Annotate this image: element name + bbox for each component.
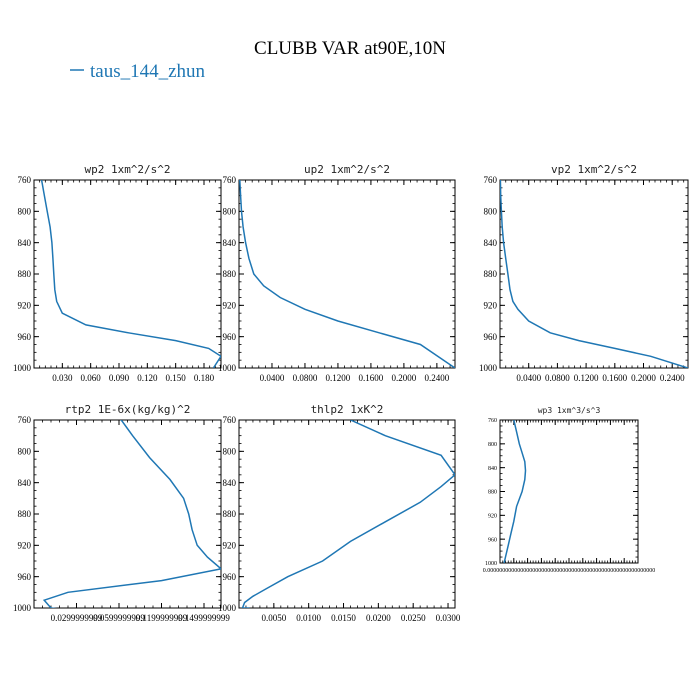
x-tick-label: 0.0400: [260, 373, 285, 383]
x-tick-label: 0.120: [137, 373, 158, 383]
x-tick-label: 0.2400: [424, 373, 449, 383]
series-line: [500, 180, 688, 368]
y-tick-label: 760: [18, 175, 32, 185]
x-tick-label: 0.1200: [326, 373, 351, 383]
y-tick-label: 920: [488, 513, 497, 519]
x-tick-label: 0.0800: [293, 373, 318, 383]
series-line: [503, 420, 527, 563]
panel-4: rtp2 1E-6x(kg/kg)^2 760 800 840 880 920 960 100…: [13, 403, 230, 623]
x-tick-label: 0.1600: [602, 373, 627, 383]
plot-frame: [238, 179, 456, 369]
y-tick-label: 920: [484, 300, 498, 310]
y-tick-label: 800: [18, 206, 32, 216]
y-tick-label: 960: [18, 572, 32, 582]
plot-frame: [499, 179, 689, 369]
x-tick-label: 0.0200: [366, 613, 391, 623]
panel-3: vp2 1xm^2/s^2 760 800 840 880 920 960 1000 0.040…: [479, 163, 689, 383]
figure-title: CLUBB VAR at90E,10N: [254, 38, 446, 59]
x-tick-label: 0.180: [194, 373, 215, 383]
y-tick-label: 1000: [479, 363, 498, 373]
y-tick-label: 760: [223, 415, 237, 425]
x-tick-label: 0.030: [52, 373, 73, 383]
y-tick-label: 1000: [13, 603, 32, 613]
x-tick-label: 0.1499999999: [178, 613, 230, 623]
y-tick-label: 1000: [13, 363, 32, 373]
y-tick-label: 920: [223, 300, 237, 310]
y-tick-label: 920: [223, 540, 237, 550]
panel-title: vp2 1xm^2/s^2: [551, 163, 637, 176]
y-tick-label: 800: [488, 442, 497, 448]
x-tick-label: 0.0299999999: [51, 613, 103, 623]
y-tick-label: 1000: [218, 363, 237, 373]
y-tick-label: 840: [223, 478, 237, 488]
plot-frame: [33, 419, 222, 609]
x-tick-label: 0.090: [109, 373, 130, 383]
x-tick-label: 0.060: [81, 373, 102, 383]
y-tick-label: 840: [18, 238, 32, 248]
y-tick-label: 760: [484, 175, 498, 185]
x-tick-label: 0.2000: [631, 373, 656, 383]
y-tick-label: 800: [223, 446, 237, 456]
series-line: [239, 180, 455, 368]
y-tick-label: 840: [18, 478, 32, 488]
panels: wp2 1xm^2/s^2 760 800 840 880 920 960 1000 0.030…: [13, 163, 689, 623]
legend: taus_144_zhun: [70, 61, 206, 82]
x-tick-label: 0.0800: [545, 373, 570, 383]
y-tick-label: 840: [488, 466, 497, 472]
panel-title: wp3 1xm^3/s^3: [538, 406, 601, 415]
panel-title: thlp2 1xK^2: [311, 403, 384, 416]
x-tick-label: 0.0300: [436, 613, 461, 623]
y-tick-label: 760: [488, 418, 497, 424]
x-tick-label: 0.0100: [296, 613, 321, 623]
x-tick-label: 0.0250: [401, 613, 426, 623]
x-tick-label: 0.00000000000000000000000000000000000000…: [483, 568, 656, 574]
y-tick-label: 920: [18, 540, 32, 550]
x-tick-label: 0.0150: [331, 613, 356, 623]
y-tick-label: 880: [223, 269, 237, 279]
x-tick-label: 0.2000: [392, 373, 417, 383]
x-tick-label: 0.2400: [660, 373, 685, 383]
panel-title: up2 1xm^2/s^2: [304, 163, 390, 176]
y-tick-label: 880: [18, 509, 32, 519]
panel-title: rtp2 1E-6x(kg/kg)^2: [65, 403, 191, 416]
y-tick-label: 920: [18, 300, 32, 310]
x-tick-label: 0.0599999999: [93, 613, 145, 623]
series-line: [42, 420, 221, 608]
y-tick-label: 960: [18, 332, 32, 342]
y-tick-label: 960: [488, 537, 497, 543]
x-tick-label: 0.0050: [261, 613, 286, 623]
legend-label: taus_144_zhun: [90, 61, 206, 82]
y-tick-label: 800: [484, 206, 498, 216]
y-tick-label: 840: [223, 238, 237, 248]
y-tick-label: 1000: [485, 561, 497, 567]
y-tick-label: 960: [484, 332, 498, 342]
y-tick-label: 880: [488, 490, 497, 496]
y-tick-label: 760: [223, 175, 237, 185]
y-tick-label: 960: [223, 332, 237, 342]
x-tick-label: 0.1200: [574, 373, 599, 383]
x-tick-label: 0.1600: [359, 373, 384, 383]
series-line: [40, 180, 221, 368]
plot-frame: [33, 179, 222, 369]
panel-6: wp3 1xm^3/s^3 760 800 840 880 920 960 10000.000…: [483, 406, 656, 574]
y-tick-label: 800: [18, 446, 32, 456]
y-tick-label: 880: [18, 269, 32, 279]
y-tick-label: 880: [484, 269, 498, 279]
plot-frame: [499, 419, 639, 564]
panel-5: thlp2 1xK^2 760 800 840 880 920 960 1000 0.0050 0…: [218, 403, 461, 623]
y-tick-label: 1000: [218, 603, 237, 613]
panel-1: wp2 1xm^2/s^2 760 800 840 880 920 960 1000 0.030…: [13, 163, 222, 383]
y-tick-label: 880: [223, 509, 237, 519]
x-tick-label: 0.0400: [516, 373, 541, 383]
y-tick-label: 960: [223, 572, 237, 582]
y-tick-label: 800: [223, 206, 237, 216]
x-tick-label: 0.150: [166, 373, 187, 383]
panel-2: up2 1xm^2/s^2 760 800 840 880 920 960 1000 0.040…: [218, 163, 456, 383]
panel-title: wp2 1xm^2/s^2: [84, 163, 170, 176]
y-tick-label: 840: [484, 238, 498, 248]
x-tick-label: 0.1199999999: [136, 613, 188, 623]
series-line: [241, 420, 455, 608]
y-tick-label: 760: [18, 415, 32, 425]
